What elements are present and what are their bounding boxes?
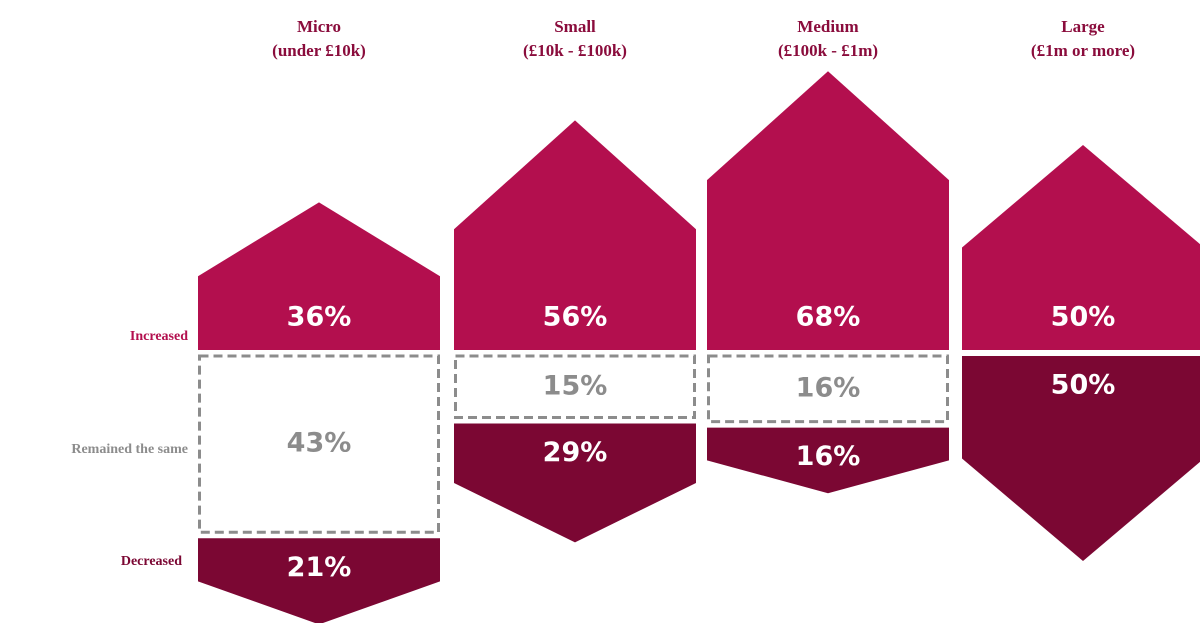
value-label: 29% xyxy=(543,437,608,468)
column-title: Micro xyxy=(297,17,341,36)
value-label: 16% xyxy=(796,372,861,403)
value-label: 68% xyxy=(796,302,861,333)
decrease-arrow xyxy=(198,538,440,623)
same-box xyxy=(707,354,949,424)
column-title: Large xyxy=(1061,17,1105,36)
value-label: 50% xyxy=(1051,370,1116,401)
increase-arrow xyxy=(707,71,949,350)
increase-arrow xyxy=(962,145,1200,350)
decrease-arrow xyxy=(707,427,949,494)
value-label: 15% xyxy=(543,370,608,401)
same-box xyxy=(198,354,440,534)
column-range: (£100k - £1m) xyxy=(778,41,878,60)
increase-arrow xyxy=(454,120,696,351)
column-range: (under £10k) xyxy=(272,41,366,60)
row-label: Decreased xyxy=(121,554,182,569)
decrease-arrow xyxy=(454,423,696,543)
column-range: (£1m or more) xyxy=(1031,41,1135,60)
value-label: 16% xyxy=(796,441,861,472)
increase-arrow xyxy=(198,202,440,350)
row-label: Remained the same xyxy=(71,442,188,457)
column-title: Small xyxy=(554,17,596,36)
decrease-arrow xyxy=(962,356,1200,561)
value-label: 50% xyxy=(1051,302,1116,333)
value-label: 36% xyxy=(287,302,352,333)
column-title: Medium xyxy=(797,17,858,36)
same-box xyxy=(454,354,696,419)
column-range: (£10k - £100k) xyxy=(523,41,627,60)
value-label: 43% xyxy=(287,428,352,459)
value-label: 56% xyxy=(543,302,608,333)
row-label: Increased xyxy=(130,329,188,344)
value-label: 21% xyxy=(287,552,352,583)
